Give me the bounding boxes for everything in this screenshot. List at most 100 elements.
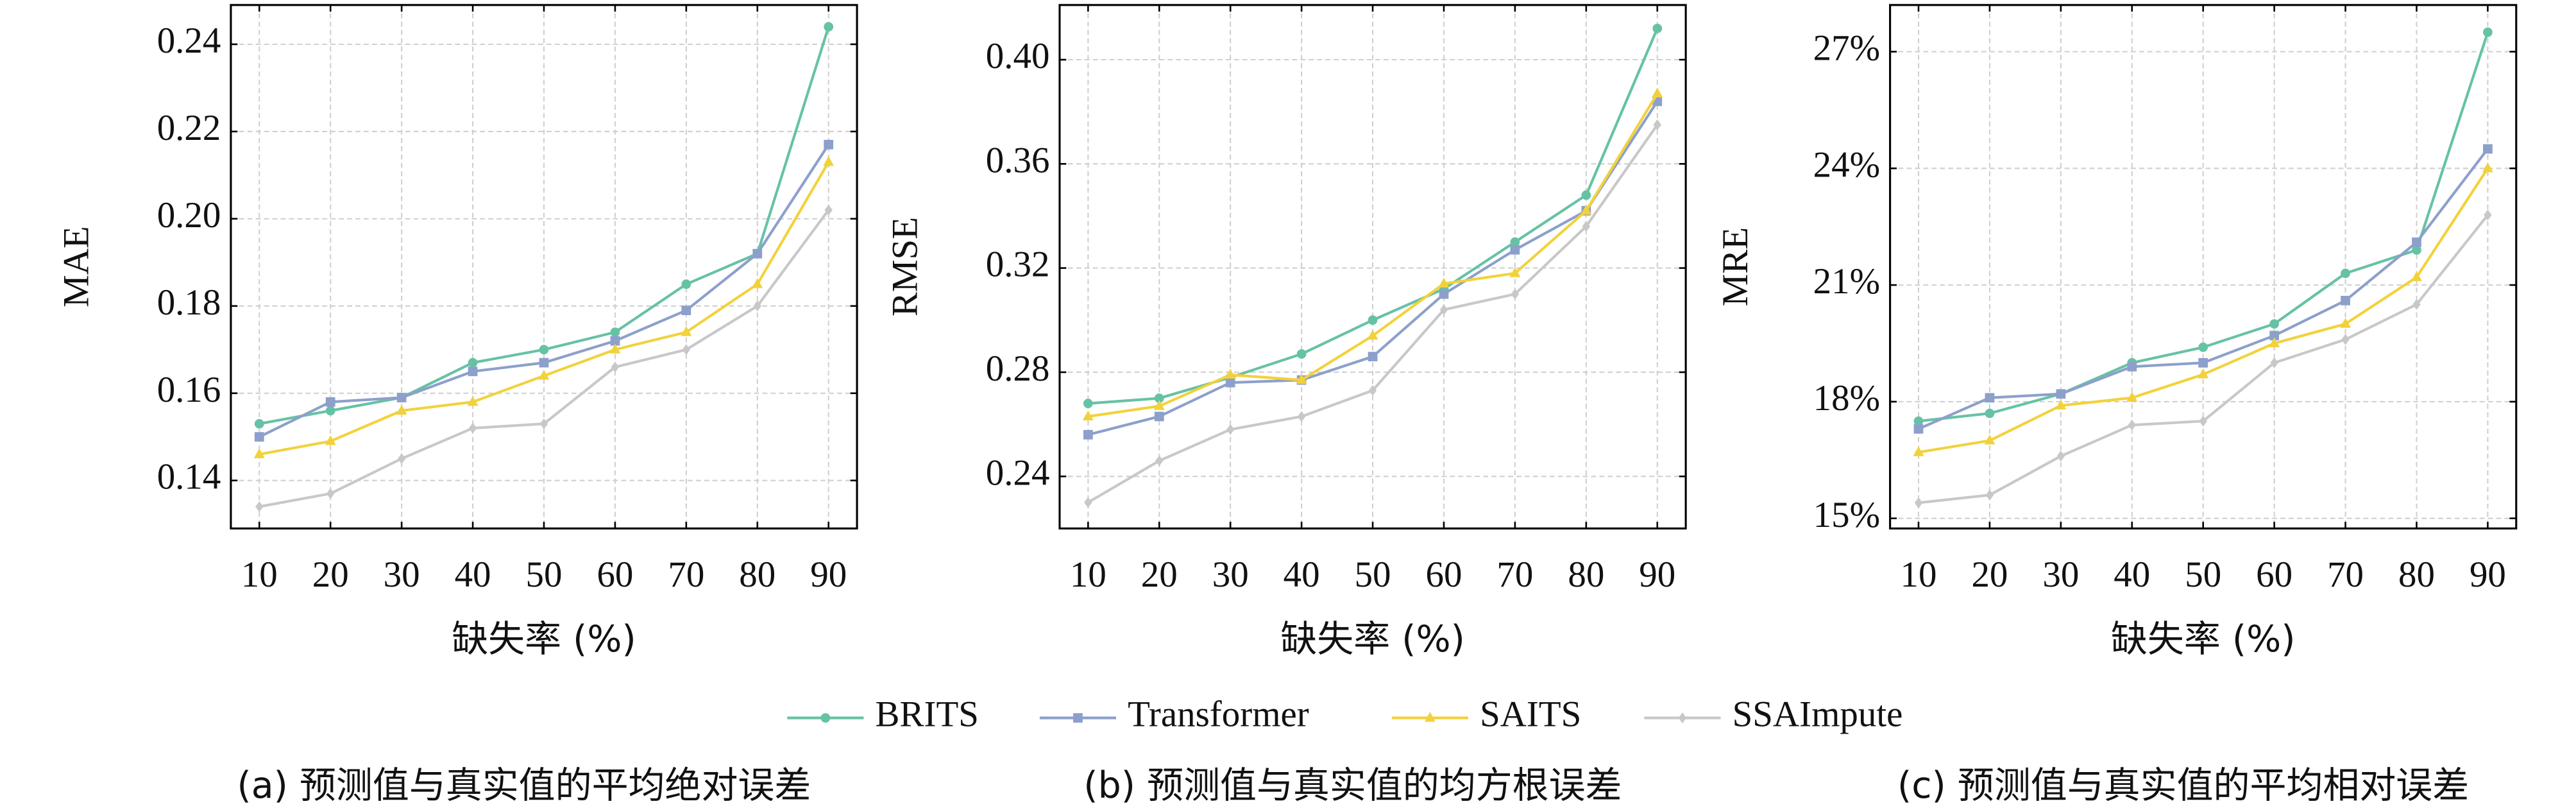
marker — [824, 139, 834, 150]
marker — [2127, 361, 2137, 372]
marker — [753, 300, 761, 312]
axes-frame — [1058, 4, 1687, 529]
x-tick-label: 50 — [1355, 554, 1391, 595]
marker — [1296, 374, 1307, 384]
marker — [2055, 399, 2067, 409]
x-tick-label: 70 — [668, 554, 704, 595]
marker — [467, 395, 479, 406]
marker — [1367, 329, 1378, 340]
x-tick-label: 70 — [1496, 554, 1533, 595]
marker — [2128, 419, 2136, 431]
y-tick-label: 0.28 — [986, 348, 1050, 389]
x-tick-label: 10 — [1070, 554, 1106, 595]
marker — [1226, 424, 1235, 435]
y-tick-label: 18% — [1813, 378, 1880, 418]
y-axis-label: MRE — [1715, 227, 1756, 306]
x-tick-label: 60 — [597, 554, 633, 595]
marker — [1073, 713, 1083, 723]
marker — [1913, 424, 1924, 434]
marker — [2198, 368, 2209, 379]
x-tick-label: 70 — [2327, 554, 2364, 595]
x-axis-label: 缺失率 (%) — [452, 618, 636, 660]
y-tick-label: 0.20 — [157, 195, 221, 236]
marker — [468, 422, 477, 434]
marker — [2340, 318, 2351, 328]
marker — [2056, 451, 2065, 462]
y-tick-label: 24% — [1813, 144, 1880, 185]
marker — [2198, 357, 2208, 368]
marker — [2269, 337, 2280, 348]
series-line — [1087, 100, 1659, 436]
marker — [1368, 384, 1377, 396]
marker — [539, 418, 548, 429]
marker — [1155, 455, 1164, 467]
x-tick-label: 20 — [1971, 554, 2008, 595]
marker — [1652, 23, 1663, 33]
marker — [1652, 87, 1663, 98]
x-tick-label: 20 — [1141, 554, 1178, 595]
marker — [1368, 315, 1378, 325]
x-tick-label: 50 — [2185, 554, 2221, 595]
marker — [1083, 399, 1093, 409]
caption: (a) 预测值与真实值的平均绝对误差 — [237, 764, 811, 807]
marker — [1914, 497, 1923, 508]
marker — [752, 248, 763, 259]
x-tick-label: 30 — [384, 554, 420, 595]
marker — [2269, 319, 2280, 329]
marker — [539, 357, 549, 368]
marker — [2483, 144, 2493, 154]
marker — [1438, 277, 1450, 288]
marker — [2198, 342, 2208, 352]
axes-frame — [1889, 4, 2518, 529]
marker — [1224, 368, 1236, 379]
marker — [824, 22, 834, 32]
marker — [397, 453, 406, 465]
y-tick-label: 0.24 — [157, 21, 221, 61]
y-axis-label: MAE — [56, 226, 96, 307]
marker — [2270, 357, 2278, 368]
marker — [1581, 190, 1591, 200]
y-tick-label: 0.22 — [157, 108, 221, 148]
caption: (c) 预测值与真实值的平均相对误差 — [1897, 764, 2469, 807]
marker — [325, 397, 335, 407]
marker — [1913, 446, 1924, 456]
x-tick-label: 10 — [241, 554, 278, 595]
x-tick-label: 80 — [2398, 554, 2435, 595]
marker — [539, 345, 549, 355]
x-tick-label: 40 — [455, 554, 491, 595]
legend-label: BRITS — [876, 694, 979, 735]
marker — [1985, 393, 1995, 403]
marker — [681, 326, 692, 336]
caption: (b) 预测值与真实值的均方根误差 — [1083, 764, 1622, 807]
marker — [1154, 411, 1164, 422]
marker — [1297, 411, 1306, 422]
x-tick-label: 80 — [739, 554, 775, 595]
marker — [752, 278, 763, 288]
marker — [1985, 489, 1994, 501]
marker — [468, 357, 478, 368]
x-axis-label: 缺失率 (%) — [2111, 618, 2296, 660]
legend-label: SAITS — [1480, 694, 1581, 735]
x-tick-label: 80 — [1568, 554, 1604, 595]
marker — [538, 370, 550, 380]
marker — [2126, 391, 2138, 402]
marker — [1439, 304, 1448, 316]
marker — [2199, 415, 2207, 427]
x-tick-label: 30 — [2042, 554, 2079, 595]
marker — [1083, 429, 1093, 440]
marker — [1368, 352, 1378, 361]
marker — [1582, 221, 1591, 232]
marker — [1225, 377, 1235, 388]
marker — [255, 501, 264, 512]
y-tick-label: 0.18 — [157, 282, 221, 323]
marker — [325, 435, 336, 445]
marker — [1913, 416, 1924, 426]
marker — [2341, 268, 2350, 279]
y-tick-label: 0.16 — [157, 370, 221, 410]
marker — [1985, 408, 1995, 418]
marker — [2412, 237, 2421, 247]
x-tick-label: 50 — [526, 554, 563, 595]
marker — [1296, 349, 1307, 359]
y-tick-label: 15% — [1813, 495, 1880, 535]
